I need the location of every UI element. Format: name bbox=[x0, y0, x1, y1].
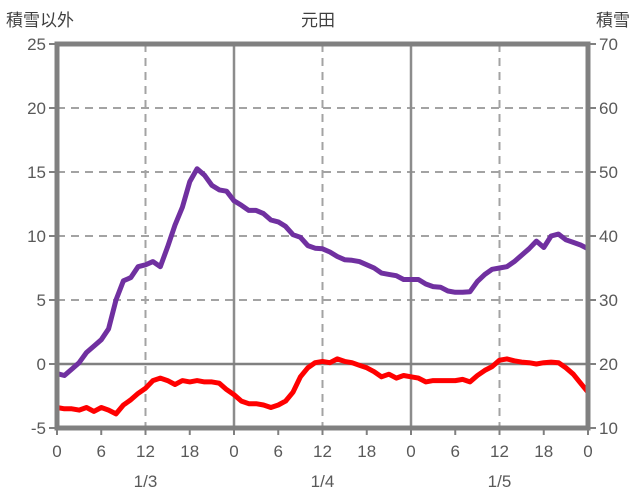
left-axis-tick-label: 20 bbox=[27, 99, 46, 118]
x-axis-tick-label: 12 bbox=[136, 442, 155, 461]
right-axis-tick-label: 20 bbox=[599, 355, 618, 374]
plot-frame bbox=[54, 41, 591, 431]
x-axis-tick-label: 12 bbox=[313, 442, 332, 461]
x-axis-tick-label: 0 bbox=[583, 442, 592, 461]
left-axis-tick-label: -5 bbox=[31, 419, 46, 438]
x-axis-tick-label: 0 bbox=[406, 442, 415, 461]
x-axis-tick-label: 18 bbox=[180, 442, 199, 461]
date-label: 1/4 bbox=[311, 472, 335, 491]
right-axis-tick-label: 10 bbox=[599, 419, 618, 438]
right-axis-tick-label: 60 bbox=[599, 99, 618, 118]
x-axis-tick-label: 6 bbox=[97, 442, 106, 461]
x-axis-tick-label: 6 bbox=[451, 442, 460, 461]
x-axis-tick-label: 6 bbox=[274, 442, 283, 461]
left-axis-tick-label: 25 bbox=[27, 35, 46, 54]
right-axis-title: 積雪 bbox=[596, 11, 630, 30]
date-label: 1/3 bbox=[134, 472, 158, 491]
right-axis-tick-label: 30 bbox=[599, 291, 618, 310]
x-axis-tick-label: 0 bbox=[52, 442, 61, 461]
left-axis-tick-label: 15 bbox=[27, 163, 46, 182]
chart-title: 元田 bbox=[301, 11, 335, 30]
temperature-line bbox=[54, 356, 591, 417]
left-axis-tick-label: 5 bbox=[37, 291, 46, 310]
x-axis-tick-label: 18 bbox=[534, 442, 553, 461]
left-axis-tick-label: 0 bbox=[37, 355, 46, 374]
right-axis-tick-label: 50 bbox=[599, 163, 618, 182]
date-label: 1/5 bbox=[488, 472, 512, 491]
right-axis-tick-label: 70 bbox=[599, 35, 618, 54]
x-axis-tick-label: 12 bbox=[490, 442, 509, 461]
x-axis-tick-label: 18 bbox=[357, 442, 376, 461]
left-axis-title: 積雪以外 bbox=[6, 11, 74, 30]
right-axis-tick-label: 40 bbox=[599, 227, 618, 246]
x-axis-tick-label: 0 bbox=[229, 442, 238, 461]
left-axis-tick-label: 10 bbox=[27, 227, 46, 246]
snow-line bbox=[54, 166, 591, 378]
